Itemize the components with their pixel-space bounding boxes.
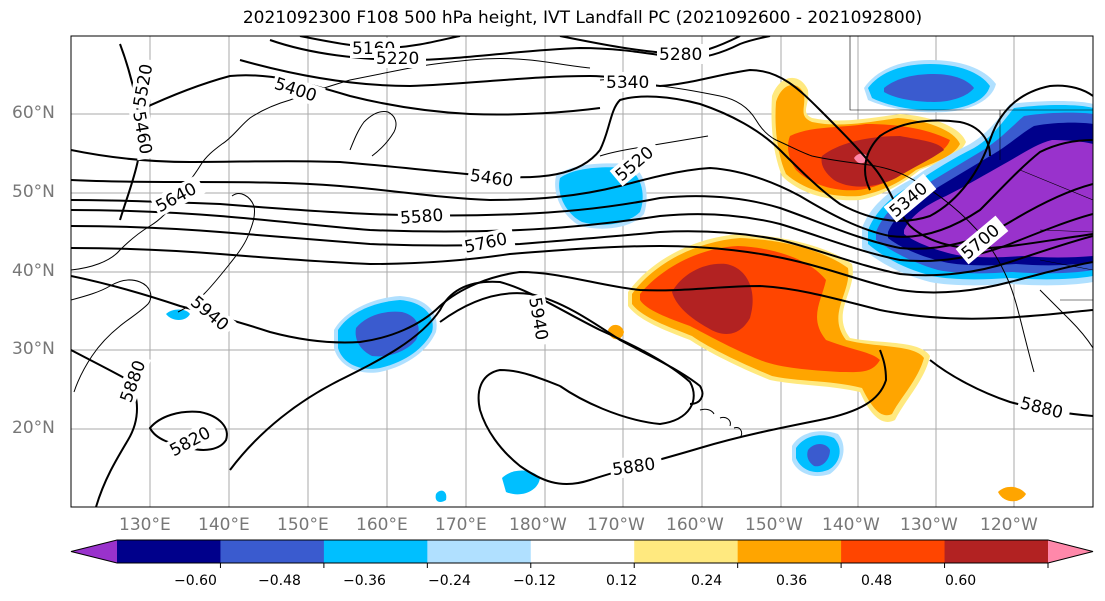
lon-label: 160°W xyxy=(666,515,724,535)
colorbar-tick-label: 0.24 xyxy=(691,573,723,589)
lat-label: 50°N xyxy=(12,182,55,202)
colorbar-tick-label: −0.60 xyxy=(174,573,217,589)
contour-5820 xyxy=(71,270,1093,344)
colorbar-segment xyxy=(530,540,635,563)
contour-5340 xyxy=(239,59,1093,250)
contour-5400 xyxy=(139,74,601,116)
colorbar-segment xyxy=(634,540,739,563)
ivt-negative-region-hawaii-east-c xyxy=(807,444,830,467)
contour-label-text: 5340 xyxy=(606,73,649,93)
colorbar-segment xyxy=(323,540,428,563)
contour-label-5340: 5340 xyxy=(604,72,656,93)
ivt-negative-region-alaska-north-c xyxy=(884,74,974,102)
lon-label: 140°W xyxy=(822,515,880,535)
contour-label-5880-c: 5880 xyxy=(1016,392,1072,424)
coast-asia-mainland xyxy=(71,58,591,271)
colorbar-extend-low xyxy=(71,540,117,563)
lon-label: 180°W xyxy=(509,515,567,535)
lon-label: 130°E xyxy=(119,515,171,535)
colorbar-segment xyxy=(220,540,325,563)
lon-label: 170°E xyxy=(435,515,487,535)
colorbar xyxy=(70,539,1094,568)
contour-5460-east xyxy=(71,84,1093,222)
ivt-negative-spot-d xyxy=(435,490,447,502)
colorbar-segment xyxy=(117,540,221,563)
lon-label: 120°W xyxy=(980,515,1038,535)
ivt-positive-region-gulf-alaska-peak xyxy=(821,136,944,187)
colorbar-tick-label: −0.12 xyxy=(513,573,556,589)
contour-label-text: 5280 xyxy=(659,45,702,65)
contour-5700 xyxy=(71,225,1093,277)
colorbar-tick-label: −0.24 xyxy=(428,573,471,589)
map-frame xyxy=(70,35,1094,508)
ivt-positive-spot-b xyxy=(998,486,1026,502)
lat-label: 60°N xyxy=(12,103,55,123)
lon-label: 150°E xyxy=(277,515,329,535)
coast-kamchatka xyxy=(349,111,397,157)
border-lines xyxy=(849,36,1093,301)
lat-label: 40°N xyxy=(12,261,55,281)
contour-label-text: 5220 xyxy=(376,49,419,69)
ivt-positive-region-central-pacific-peak xyxy=(672,263,753,334)
colorbar-tick-label: 0.36 xyxy=(776,573,808,589)
contour-5880 xyxy=(71,349,138,507)
contour-label-5580: 5580 xyxy=(397,204,451,229)
contour-5940 xyxy=(439,292,704,405)
colorbar-tick-label: 0.48 xyxy=(861,573,893,589)
colorbar-tick-label: 0.60 xyxy=(945,573,977,589)
lon-label: 140°E xyxy=(198,515,250,535)
colorbar-outline xyxy=(70,539,1094,564)
lat-label: 20°N xyxy=(12,418,55,438)
colorbar-extend-high xyxy=(1048,540,1093,563)
contour-label-5280: 5280 xyxy=(657,44,709,65)
ivt-positive-shading xyxy=(608,77,1026,502)
contour-label-5460-b: 5460 xyxy=(466,164,522,192)
ivt-negative-region-tropical-small xyxy=(502,470,540,495)
coast-north-america-inland xyxy=(1039,289,1093,349)
lon-label: 130°W xyxy=(900,515,958,535)
lon-label: 170°W xyxy=(587,515,645,535)
contour-label-text: 5580 xyxy=(399,206,444,229)
lon-label: 160°E xyxy=(356,515,408,535)
colorbar-segment xyxy=(944,540,1049,563)
colorbar-tick-label: −0.36 xyxy=(343,573,386,589)
lon-label: 150°W xyxy=(745,515,803,535)
coastlines xyxy=(71,36,1093,439)
contour-5640 xyxy=(71,209,1093,263)
colorbar-segment xyxy=(841,540,946,563)
colorbar-tick-label: 0.12 xyxy=(606,573,638,589)
contour-5880-east xyxy=(929,359,1093,417)
colorbar-segment xyxy=(737,540,842,563)
contour-5760 xyxy=(71,244,1093,294)
contour-5520 xyxy=(71,139,1093,238)
coast-alaska xyxy=(599,79,1035,373)
lat-label: 30°N xyxy=(12,339,55,359)
colorbar-segment xyxy=(427,540,532,563)
colorbar-tick-label: −0.48 xyxy=(258,573,301,589)
map-title: 2021092300 F108 500 hPa height, IVT Land… xyxy=(242,8,923,28)
ivt-negative-spot-c xyxy=(166,309,190,320)
contour-5580 xyxy=(71,183,1093,250)
ivt-negative-region-northeast-pacific-core xyxy=(904,140,1093,258)
contour-5340-ak xyxy=(864,119,991,191)
contour-label-5220: 5220 xyxy=(374,48,426,69)
